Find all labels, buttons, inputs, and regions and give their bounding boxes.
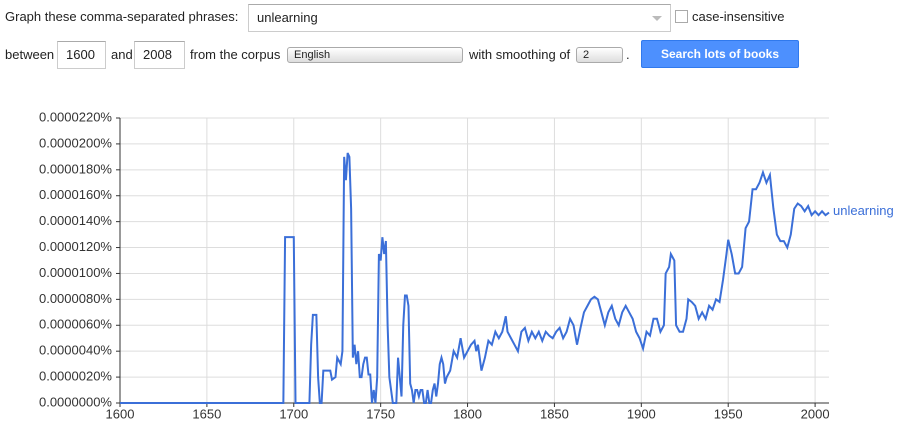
period: . — [626, 47, 630, 62]
x-tick-label: 1950 — [714, 406, 743, 421]
y-tick-label: 0.0000000% — [39, 394, 112, 409]
y-tick-label: 0.0000020% — [39, 369, 112, 384]
series-line — [120, 152, 830, 404]
checkbox[interactable] — [675, 10, 688, 23]
smoothing-label: with smoothing of — [469, 47, 571, 62]
corpus-select[interactable]: English — [287, 47, 463, 63]
x-tick-label: 1750 — [366, 406, 395, 421]
y-tick-label: 0.0000140% — [39, 213, 112, 228]
y-tick-label: 0.0000220% — [39, 109, 112, 124]
x-tick-label: 1850 — [540, 406, 569, 421]
end-year-input[interactable]: 2008 — [134, 41, 185, 69]
between-label: between — [5, 47, 55, 62]
y-tick-label: 0.0000180% — [39, 161, 112, 176]
case-label: case-insensitive — [692, 9, 785, 24]
series-label: unlearning — [833, 203, 894, 218]
y-tick-label: 0.0000040% — [39, 343, 112, 358]
y-tick-label: 0.0000160% — [39, 187, 112, 202]
smoothing-select[interactable]: 2 — [576, 47, 623, 63]
corpus-label: from the corpus — [190, 47, 281, 62]
and-label: and — [111, 47, 133, 62]
x-tick-label: 1900 — [627, 406, 656, 421]
y-tick-label: 0.0000120% — [39, 239, 112, 254]
phrases-label: Graph these comma-separated phrases: — [5, 9, 239, 24]
y-tick-label: 0.0000200% — [39, 135, 112, 150]
search-button[interactable]: Search lots of books — [641, 40, 799, 68]
y-tick-label: 0.0000080% — [39, 291, 112, 306]
x-tick-label: 1650 — [192, 406, 221, 421]
y-tick-label: 0.0000060% — [39, 317, 112, 332]
phrases-input[interactable]: unlearning — [248, 4, 671, 32]
dropdown-arrow — [652, 16, 662, 21]
x-tick-label: 1600 — [106, 406, 135, 421]
x-tick-label: 1700 — [279, 406, 308, 421]
x-tick-label: 1800 — [453, 406, 482, 421]
x-tick-label: 2000 — [801, 406, 830, 421]
start-year-input[interactable]: 1600 — [57, 41, 106, 69]
y-tick-label: 0.0000100% — [39, 265, 112, 280]
